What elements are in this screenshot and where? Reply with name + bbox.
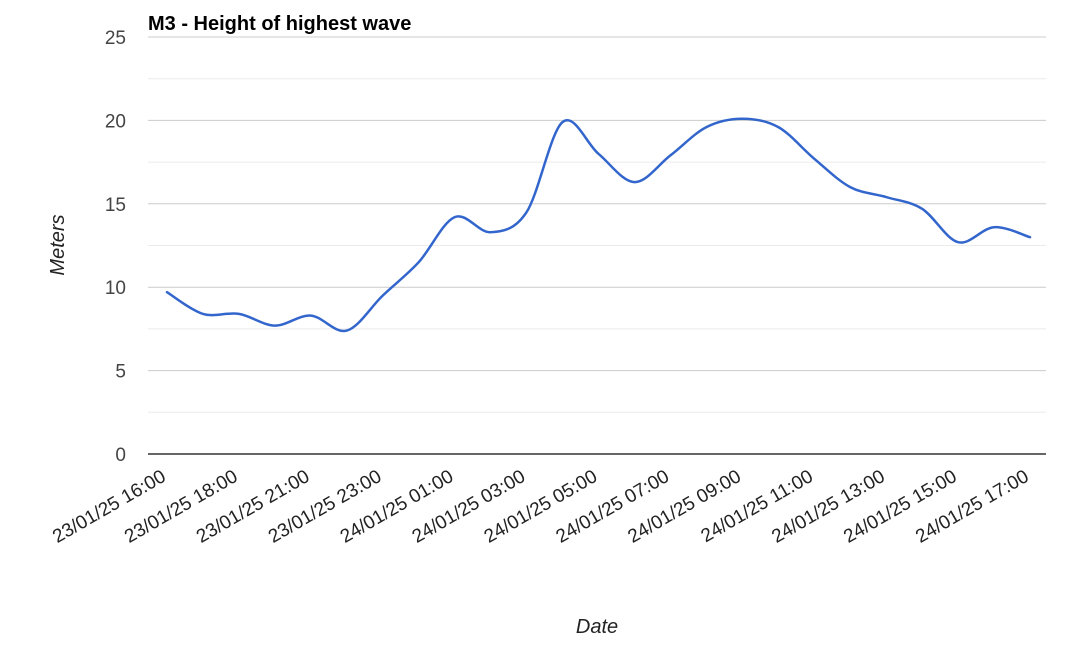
y-axis-label: Meters (47, 214, 69, 275)
y-tick-label: 25 (105, 28, 126, 49)
y-tick-label: 20 (105, 111, 126, 132)
series-line (165, 117, 1032, 333)
y-tick-label: 15 (105, 195, 126, 216)
series-group (165, 117, 1032, 333)
gridlines (148, 36, 1046, 413)
y-axis-ticks: 0 5 10 15 20 25 (105, 28, 126, 466)
y-tick-label: 5 (115, 362, 126, 383)
y-tick-label: 10 (105, 278, 126, 299)
y-tick-label: 0 (115, 445, 126, 466)
chart-title: M3 - Height of highest wave (148, 13, 411, 35)
x-axis-label: Date (576, 616, 618, 638)
